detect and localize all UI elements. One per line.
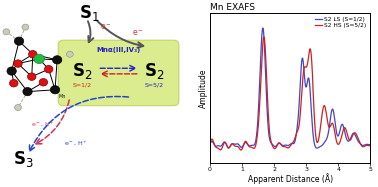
S2 HS (S=5/2): [239, 149, 243, 151]
Text: S$_2$: S$_2$: [144, 61, 165, 81]
Text: Mn: Mn: [58, 94, 66, 99]
Text: e$^-$: e$^-$: [100, 22, 112, 32]
Text: e$^-$: e$^-$: [132, 29, 144, 39]
Y-axis label: Amplitude: Amplitude: [200, 68, 208, 108]
Text: e$^-$, H$^+$: e$^-$, H$^+$: [31, 121, 56, 129]
Circle shape: [67, 51, 73, 57]
S2 HS (S=5/2): [315, 141, 320, 143]
S2 LS (S=1/2): [280, 144, 285, 147]
FancyBboxPatch shape: [58, 40, 179, 106]
Text: S$_2$: S$_2$: [72, 61, 93, 81]
S2 LS (S=1/2): [302, 78, 307, 80]
S2 HS (S=5/2): [368, 145, 373, 147]
S2 LS (S=1/2): [249, 144, 253, 147]
S2 HS (S=5/2): [249, 146, 254, 148]
S2 LS (S=1/2): [329, 111, 333, 114]
Circle shape: [53, 56, 62, 64]
S2 HS (S=5/2): [329, 123, 333, 125]
Text: Mnα(III,IV₃): Mnα(III,IV₃): [96, 47, 141, 53]
Text: Mn EXAFS: Mn EXAFS: [210, 3, 255, 12]
Legend: S2 LS (S=1/2), S2 HS (S=5/2): S2 LS (S=1/2), S2 HS (S=5/2): [314, 16, 367, 29]
S2 HS (S=5/2): [303, 66, 307, 68]
Circle shape: [14, 60, 22, 67]
Circle shape: [23, 88, 32, 96]
S2 LS (S=1/2): [260, 27, 265, 29]
Circle shape: [45, 65, 53, 73]
Text: S$_3$: S$_3$: [13, 149, 34, 169]
Line: S2 LS (S=1/2): S2 LS (S=1/2): [210, 28, 370, 148]
Circle shape: [29, 50, 37, 58]
Circle shape: [14, 37, 24, 45]
Text: e$^-$, H$^+$: e$^-$, H$^+$: [64, 140, 88, 148]
Text: S=5/2: S=5/2: [145, 83, 164, 88]
S2 LS (S=1/2): [368, 144, 373, 146]
Text: S$_1$: S$_1$: [79, 3, 99, 23]
S2 LS (S=1/2): [315, 147, 320, 149]
S2 HS (S=5/2): [236, 146, 240, 148]
S2 LS (S=1/2): [236, 143, 240, 145]
Line: S2 HS (S=5/2): S2 HS (S=5/2): [210, 37, 370, 150]
S2 LS (S=1/2): [314, 147, 319, 149]
Text: S=1/2: S=1/2: [73, 83, 92, 88]
S2 HS (S=5/2): [262, 36, 266, 38]
Circle shape: [3, 29, 10, 35]
Circle shape: [7, 67, 16, 75]
S2 LS (S=1/2): [208, 144, 212, 146]
S2 HS (S=5/2): [208, 144, 212, 146]
Circle shape: [22, 24, 29, 30]
Circle shape: [28, 73, 36, 80]
Circle shape: [15, 105, 22, 111]
Circle shape: [39, 79, 48, 86]
S2 HS (S=5/2): [281, 145, 285, 148]
Circle shape: [34, 54, 45, 64]
X-axis label: Apparent Distance (Å): Apparent Distance (Å): [248, 173, 333, 184]
Circle shape: [9, 79, 18, 87]
Circle shape: [50, 86, 60, 94]
